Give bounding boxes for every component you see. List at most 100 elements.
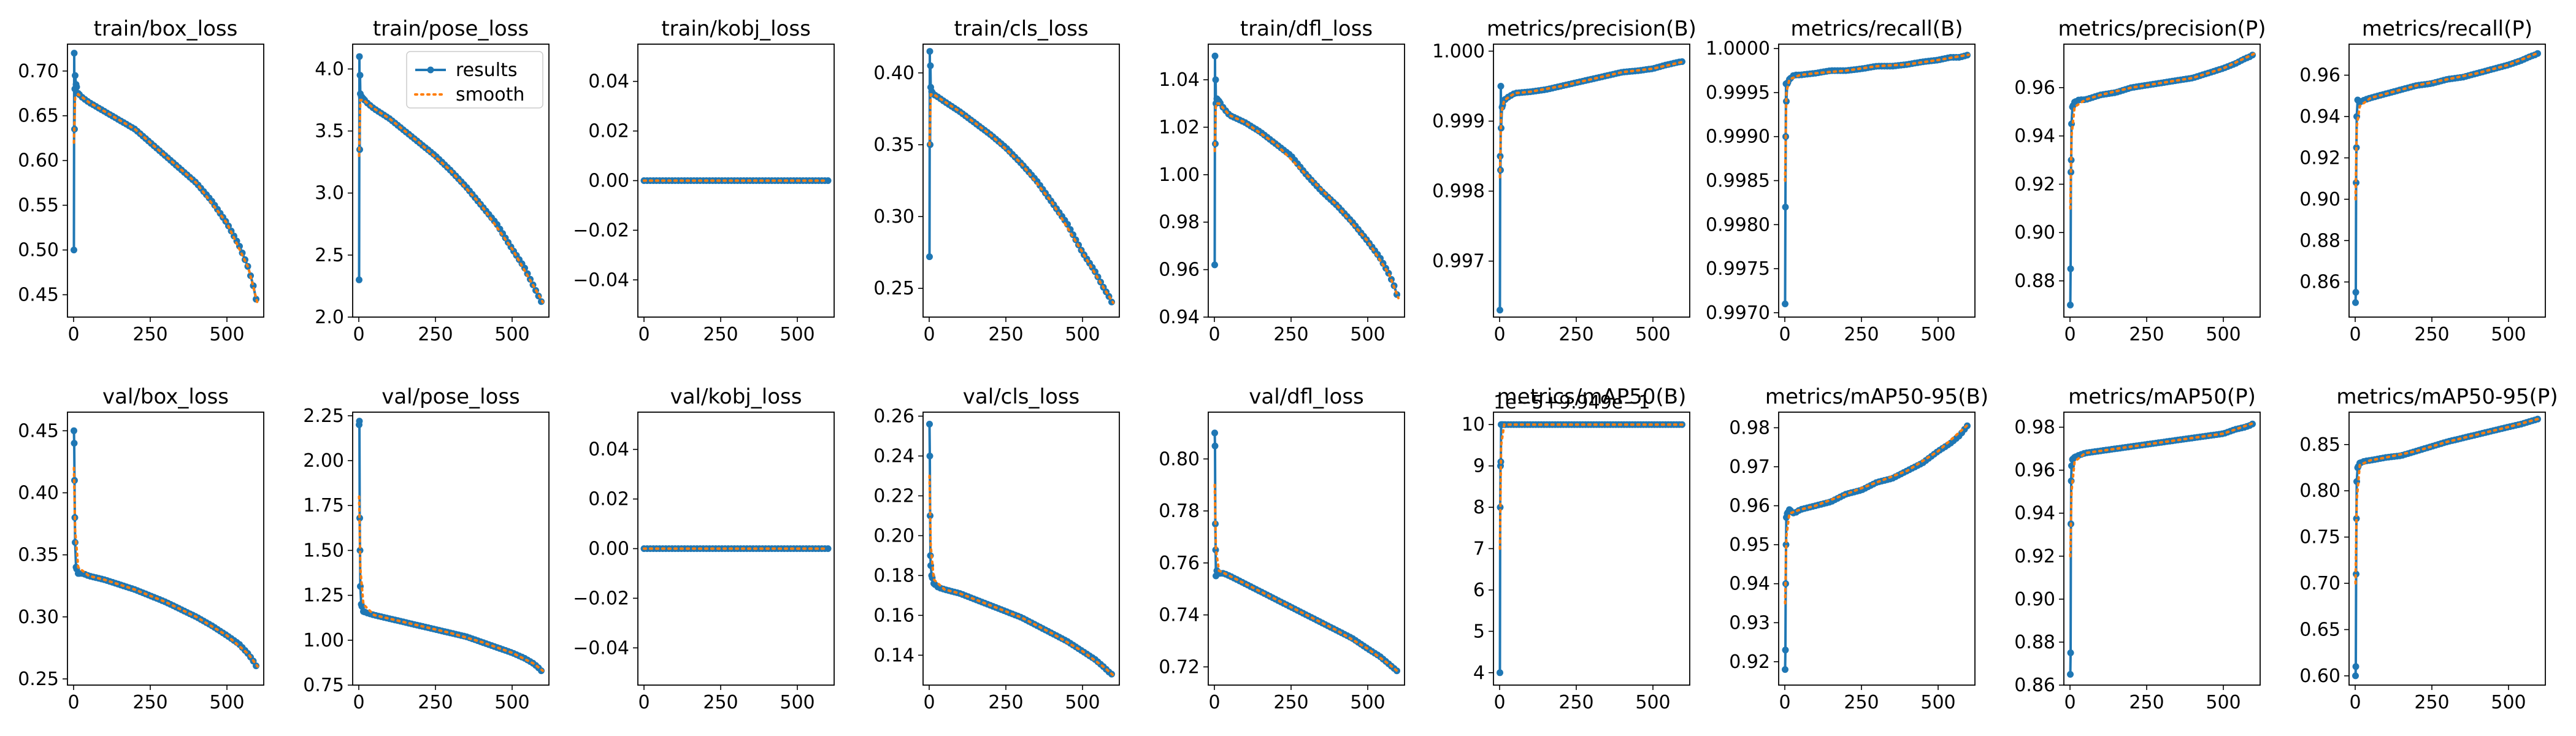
x-tick-label: 0 [1493,692,1505,713]
y-tick-label: 0.9995 [1706,82,1770,104]
legend-results-marker [427,66,434,74]
results-point [356,53,363,60]
chart-title: metrics/precision(P) [2058,17,2266,41]
y-tick-label: 0.00 [588,171,629,192]
subplot: val/box_loss 0 250 500 0.25 0.30 0.35 0.40 0.45 [18,385,264,713]
results-point [926,453,933,459]
chart-title: train/pose_loss [373,17,529,41]
x-tick-label: 0 [638,692,650,713]
y-tick-label: 0.02 [588,489,629,510]
x-tick-label: 0 [1779,692,1790,713]
y-tick-label: 0.80 [2299,480,2340,502]
results-point [1497,504,1504,511]
subplot: val/dfl_loss 0 250 500 0.72 0.74 0.76 0.78 0.80 [1159,385,1405,713]
results-line [1784,53,1968,304]
x-tick-label: 250 [418,324,453,345]
y-tick-label: 0.65 [2299,619,2340,640]
results-point [72,72,79,79]
chart-title: val/box_loss [102,385,229,409]
y-tick-label: 0.35 [873,134,914,156]
smooth-line [1784,423,1970,605]
y-tick-label: 0.92 [2014,546,2055,567]
x-tick-label: 250 [132,324,167,345]
smooth-line [1784,53,1970,182]
results-point [1782,541,1790,548]
x-tick-label: 500 [209,324,244,345]
results-point [1211,52,1219,59]
x-tick-label: 0 [1779,324,1790,345]
results-point [824,177,832,184]
y-tick-label: 3.0 [315,183,344,204]
results-point [927,62,934,69]
x-tick-label: 250 [1558,324,1593,345]
smooth-line [1213,102,1400,299]
subplot: metrics/recall(P) 0 250 500 0.86 0.88 0.90 0.92… [2299,17,2546,345]
chart-title: train/cls_loss [954,17,1088,41]
results-point [71,440,78,447]
x-tick-label: 500 [2491,692,2526,713]
y-tick-label: −0.02 [573,220,629,241]
y-tick-label: 0.96 [1729,496,1770,517]
results-point [2352,289,2359,296]
subplot: metrics/mAP50-95(P) 0 250 500 0.60 0.65 0.70 0.… [2299,385,2558,713]
x-tick-label: 0 [1493,324,1505,345]
y-tick-label: 3.5 [315,121,344,142]
y-tick-label: −0.04 [573,269,629,291]
y-tick-label: 0.16 [873,605,914,626]
smooth-line [358,99,544,304]
x-tick-label: 250 [2414,692,2449,713]
x-tick-label: 250 [703,692,738,713]
x-tick-label: 250 [988,324,1023,345]
x-tick-label: 250 [1844,324,1879,345]
x-tick-label: 250 [1273,692,1308,713]
y-tick-label: 1.04 [1159,69,1200,91]
plot-frame [637,44,835,318]
subplot: train/box_loss 0 250 500 0.45 0.50 0.55 0.60 0.6… [18,17,264,345]
y-tick-label: 0.98 [1159,212,1200,233]
y-tick-label: 0.25 [873,278,914,299]
legend: results smooth [406,51,543,109]
chart-title: metrics/recall(B) [1790,17,1963,41]
results-point [926,48,933,55]
y-tick-label: 0.94 [1729,573,1770,595]
results-point [2353,515,2360,522]
x-tick-label: 0 [353,692,364,713]
y-tick-label: 0.55 [18,195,59,217]
x-tick-label: 250 [988,692,1023,713]
y-tick-label: 0.95 [1729,534,1770,556]
results-point [356,418,363,425]
x-tick-label: 500 [494,324,529,345]
results-point [71,50,78,57]
y-tick-label: 0.96 [1159,259,1200,281]
y-tick-label: 0.90 [2299,189,2340,210]
chart-title: metrics/recall(P) [2362,17,2532,41]
smooth-line [2069,421,2255,558]
smooth-line [1498,423,1685,550]
x-tick-label: 250 [1273,324,1308,345]
y-tick-label: 0.92 [2299,147,2340,169]
smooth-line [928,474,1114,677]
x-tick-label: 0 [923,324,935,345]
results-point [1782,646,1789,654]
y-tick-label: 0.90 [2014,589,2055,610]
chart-title: val/dfl_loss [1249,385,1364,409]
results-point [1211,261,1218,269]
y-tick-label: 0.74 [1159,605,1200,626]
x-tick-label: 0 [353,324,364,345]
y-tick-label: 0.86 [2299,272,2340,293]
y-tick-label: 0.22 [873,485,914,507]
subplot: metrics/recall(B) 0 250 500 0.9970 0.9975 0.99… [1706,17,1976,345]
y-tick-label: 1.50 [303,540,344,561]
results-line [72,431,258,667]
results-point [2067,265,2074,272]
subplot: metrics/mAP50(B)1e−5+9.949e−1 0 250 500 4 5 6 7… [1462,385,1690,713]
y-tick-label: 0.9985 [1706,171,1770,192]
smooth-line [928,93,1114,304]
results-point [1211,442,1219,450]
x-tick-label: 250 [418,692,453,713]
y-tick-label: 0.9975 [1706,258,1770,280]
smooth-line [1213,483,1400,673]
plot-frame [1208,412,1405,686]
plot-frame [2063,44,2261,318]
y-tick-label: 0.97 [1729,456,1770,478]
